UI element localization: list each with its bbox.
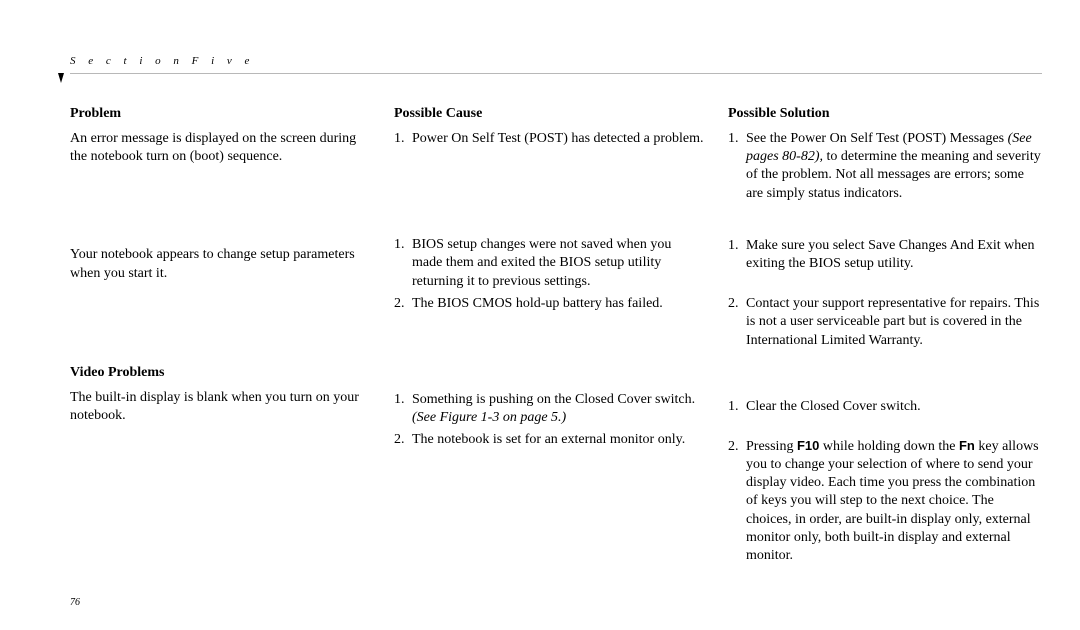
- problem-column: Problem An error message is displayed on…: [70, 106, 370, 569]
- solution-column: Possible Solution 1. See the Power On Se…: [728, 106, 1042, 569]
- cause-header: Possible Cause: [394, 106, 704, 122]
- solution-text-part: while holding down the: [819, 439, 959, 454]
- cause-text-part: Something is pushing on the Closed Cover…: [412, 392, 695, 407]
- solution-item: 2. Contact your support representative f…: [728, 295, 1042, 350]
- solution-text: Make sure you select Save Changes And Ex…: [746, 237, 1042, 273]
- cause-item: 1. Something is pushing on the Closed Co…: [394, 391, 704, 427]
- cause-reference: (See Figure 1-3 on page 5.): [412, 410, 566, 425]
- list-number: 1.: [394, 391, 412, 427]
- key-label: F10: [797, 438, 819, 453]
- cause-item: 1. Power On Self Test (POST) has detecte…: [394, 130, 704, 148]
- solution-header: Possible Solution: [728, 106, 1042, 122]
- solution-text: Clear the Closed Cover switch.: [746, 398, 1042, 416]
- problem-header: Problem: [70, 106, 370, 122]
- page-number: 76: [70, 597, 80, 608]
- troubleshooting-columns: Problem An error message is displayed on…: [70, 106, 1042, 569]
- cause-column: Possible Cause 1. Power On Self Test (PO…: [394, 106, 704, 569]
- list-number: 2.: [728, 295, 746, 350]
- solution-text: Contact your support representative for …: [746, 295, 1042, 350]
- cause-item: 2. The BIOS CMOS hold-up battery has fai…: [394, 295, 704, 313]
- cause-text: BIOS setup changes were not saved when y…: [412, 236, 704, 291]
- section-header: S e c t i o n F i v e: [70, 55, 1042, 74]
- list-number: 2.: [728, 438, 746, 565]
- solution-item: 1. Clear the Closed Cover switch.: [728, 398, 1042, 416]
- manual-page: S e c t i o n F i v e Problem An error m…: [0, 0, 1080, 630]
- cause-text: Something is pushing on the Closed Cover…: [412, 391, 704, 427]
- list-number: 2.: [394, 431, 412, 449]
- solution-text-part: key allows you to change your selection …: [746, 439, 1039, 563]
- solution-text: See the Power On Self Test (POST) Messag…: [746, 130, 1042, 203]
- cause-text: The notebook is set for an external moni…: [412, 431, 704, 449]
- solution-item: 1. Make sure you select Save Changes And…: [728, 237, 1042, 273]
- solution-text: Pressing F10 while holding down the Fn k…: [746, 438, 1042, 565]
- list-number: 1.: [728, 130, 746, 203]
- solution-item: 1. See the Power On Self Test (POST) Mes…: [728, 130, 1042, 203]
- solution-text-part: See the Power On Self Test (POST) Messag…: [746, 131, 1008, 146]
- list-number: 1.: [394, 236, 412, 291]
- list-number: 2.: [394, 295, 412, 313]
- list-number: 1.: [728, 237, 746, 273]
- key-label: Fn: [959, 438, 975, 453]
- solution-text-part: Pressing: [746, 439, 797, 454]
- cause-text: The BIOS CMOS hold-up battery has failed…: [412, 295, 704, 313]
- problem-text: The built-in display is blank when you t…: [70, 389, 370, 425]
- solution-item: 2. Pressing F10 while holding down the F…: [728, 438, 1042, 565]
- cause-text: Power On Self Test (POST) has detected a…: [412, 130, 704, 148]
- list-number: 1.: [394, 130, 412, 148]
- cause-item: 2. The notebook is set for an external m…: [394, 431, 704, 449]
- cause-item: 1. BIOS setup changes were not saved whe…: [394, 236, 704, 291]
- video-problems-header: Video Problems: [70, 365, 370, 381]
- problem-text: An error message is displayed on the scr…: [70, 130, 370, 166]
- list-number: 1.: [728, 398, 746, 416]
- problem-text: Your notebook appears to change setup pa…: [70, 246, 370, 282]
